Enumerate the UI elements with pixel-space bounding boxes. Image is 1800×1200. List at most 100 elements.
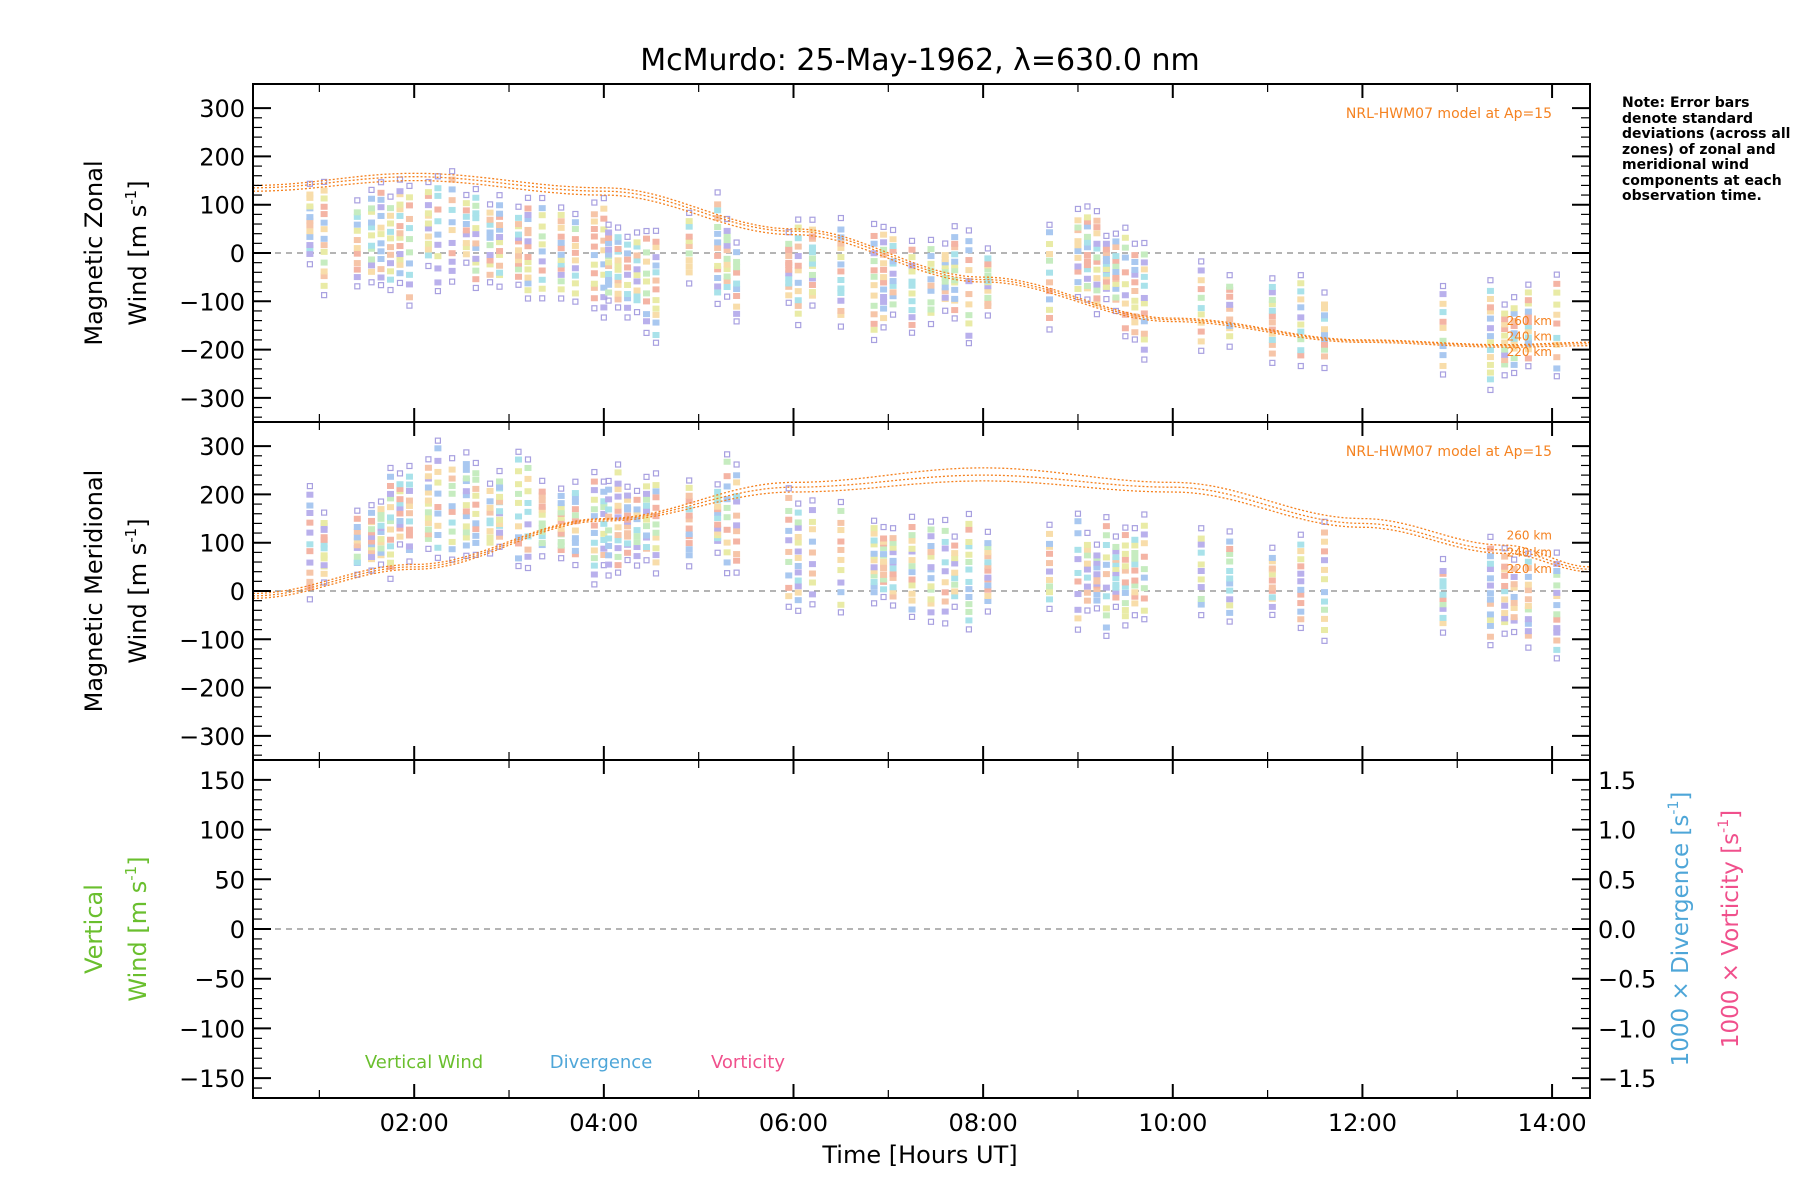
zonal-observation-point — [785, 283, 793, 290]
meridional-observation-column — [462, 449, 470, 559]
zonal-observation-point — [1112, 294, 1120, 301]
zonal-observation-column — [1320, 289, 1328, 372]
meridional-observation-point — [306, 529, 314, 536]
meridional-observation-point — [1439, 591, 1447, 598]
meridional-observation-point — [515, 540, 523, 547]
vertical-ytick-label: 100 — [199, 817, 245, 845]
meridional-observation-point — [1524, 616, 1532, 623]
meridional-error-bar-marker — [387, 575, 394, 582]
zonal-observation-point — [633, 297, 641, 304]
zonal-observation-column — [965, 227, 973, 347]
meridional-observation-point — [600, 520, 608, 527]
zonal-observation-point — [1140, 294, 1148, 301]
zonal-error-bar-marker — [1269, 359, 1276, 366]
meridional-error-bar-marker — [942, 620, 949, 627]
zonal-observation-point — [1074, 268, 1082, 275]
zonal-observation-point — [1093, 300, 1101, 307]
meridional-observation-column — [405, 462, 413, 565]
zonal-observation-column — [306, 180, 314, 268]
meridional-observation-point — [1268, 577, 1276, 584]
meridional-observation-point — [614, 532, 622, 539]
zonal-observation-point — [685, 269, 693, 276]
meridional-error-bar-marker — [496, 467, 503, 475]
zonal-observation-point — [1131, 319, 1139, 326]
zonal-error-bar-marker — [524, 295, 532, 302]
meridional-observation-point — [908, 545, 916, 552]
zonal-observation-point — [908, 321, 916, 328]
meridional-error-bar-marker — [1103, 514, 1110, 521]
meridional-observation-point — [870, 541, 878, 548]
meridional-observation-point — [386, 504, 394, 511]
meridional-observation-point — [652, 545, 660, 552]
zonal-observation-point — [1102, 246, 1110, 253]
meridional-observation-point — [1131, 536, 1139, 543]
zonal-observation-point — [889, 289, 897, 296]
meridional-error-bar-marker — [1074, 510, 1082, 517]
meridional-error-bar-marker — [643, 557, 650, 564]
zonal-observation-point — [785, 270, 793, 277]
zonal-observation-column — [496, 192, 504, 290]
meridional-observation-point — [496, 493, 504, 500]
zonal-observation-point — [1131, 252, 1139, 259]
meridional-observation-point — [984, 574, 992, 581]
meridional-observation-point — [965, 578, 973, 585]
zonal-observation-point — [1083, 266, 1091, 273]
zonal-observation-point — [714, 275, 722, 282]
zonal-observation-column — [368, 186, 376, 286]
zonal-observation-point — [965, 247, 973, 254]
zonal-observation-point — [624, 304, 632, 311]
zonal-error-bar-marker — [1487, 277, 1494, 284]
meridional-observation-point — [434, 510, 442, 517]
zonal-observation-point — [927, 287, 935, 294]
meridional-observation-point — [424, 514, 432, 521]
meridional-error-bar-marker — [591, 581, 598, 588]
meridional-observation-point — [600, 551, 608, 558]
zonal-observation-point — [353, 221, 361, 228]
zonal-observation-point — [1439, 291, 1447, 298]
meridional-observation-point — [1501, 602, 1509, 609]
zonal-observation-point — [951, 295, 959, 302]
meridional-observation-point — [605, 486, 613, 493]
meridional-observation-point — [652, 482, 660, 489]
legend-vertical-wind: Vertical Wind — [365, 1052, 483, 1073]
meridional-observation-point — [1439, 567, 1447, 574]
meridional-observation-point — [1297, 586, 1305, 593]
zonal-observation-point — [600, 261, 608, 268]
meridional-observation-point — [733, 493, 741, 500]
meridional-observation-point — [1083, 583, 1091, 590]
zonal-error-bar-marker — [387, 286, 394, 294]
zonal-observation-point — [714, 252, 722, 259]
zonal-observation-point — [405, 294, 413, 301]
meridional-observation-point — [794, 589, 802, 596]
zonal-observation-column — [448, 168, 456, 285]
meridional-observation-point — [614, 486, 622, 493]
meridional-observation-point — [353, 528, 361, 535]
zonal-observation-point — [600, 284, 608, 291]
meridional-observation-point — [1093, 571, 1101, 578]
zonal-observation-point — [386, 205, 394, 212]
meridional-model-curve-220km — [253, 480, 1591, 599]
zonal-observation-point — [605, 246, 613, 253]
zonal-observation-point — [590, 211, 598, 218]
zonal-observation-point — [590, 280, 598, 287]
meridional-observation-point — [908, 597, 916, 604]
meridional-observation-point — [472, 539, 480, 546]
zonal-observation-point — [1140, 300, 1148, 307]
meridional-observation-point — [984, 562, 992, 569]
meridional-error-bar-marker — [1198, 525, 1205, 532]
zonal-observation-point — [1268, 313, 1276, 320]
meridional-observation-point — [1112, 594, 1120, 601]
zonal-observation-point — [377, 240, 385, 247]
meridional-observation-point — [524, 465, 532, 472]
meridional-observation-point — [448, 508, 456, 515]
zonal-observation-point — [1510, 322, 1518, 329]
zonal-error-bar-marker — [908, 237, 916, 244]
zonal-error-bar-marker — [1046, 326, 1053, 333]
meridional-observation-point — [984, 592, 992, 599]
zonal-error-bar-marker — [1525, 363, 1532, 370]
meridional-observation-point — [965, 538, 973, 545]
meridional-observation-column — [590, 468, 598, 588]
zonal-observation-column — [1131, 240, 1139, 343]
meridional-error-bar-marker — [1511, 556, 1518, 563]
zonal-observation-point — [524, 211, 532, 218]
